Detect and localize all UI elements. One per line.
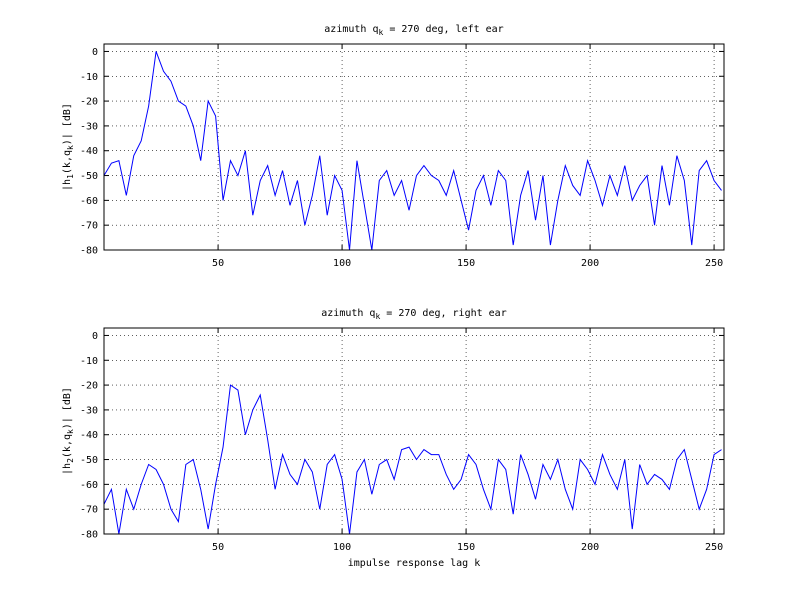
subscript: k xyxy=(66,429,75,434)
axes-box xyxy=(103,327,725,535)
y-tick-label: -30 xyxy=(80,405,98,416)
y-tick-label: 0 xyxy=(92,331,98,342)
x-tick-label: 200 xyxy=(581,542,599,553)
text-part: (k,q xyxy=(62,434,73,458)
x-tick-label: 50 xyxy=(212,258,224,269)
chart-title: azimuth qk = 270 deg, right ear xyxy=(321,308,506,321)
y-tick-label: -40 xyxy=(80,146,98,157)
subscript: 2 xyxy=(66,458,75,463)
text-part: |h xyxy=(62,463,73,475)
x-tick-label: 250 xyxy=(705,542,723,553)
chart-title: azimuth qk = 270 deg, left ear xyxy=(324,24,503,37)
y-tick-label: -40 xyxy=(80,430,98,441)
y-axis-label: |h2(k,qk)| [dB] xyxy=(62,387,75,475)
subscript: 1 xyxy=(66,174,75,179)
text-part: azimuth q xyxy=(324,24,378,35)
x-tick-label: 50 xyxy=(212,542,224,553)
data-line xyxy=(104,51,722,250)
y-tick-label: -80 xyxy=(80,246,98,257)
y-axis-label: |h1(k,qk)| [dB] xyxy=(62,103,75,191)
text-part: = 270 deg, right ear xyxy=(380,308,506,319)
text-part: = 270 deg, left ear xyxy=(383,24,503,35)
y-tick-label: -60 xyxy=(80,480,98,491)
y-tick-label: -60 xyxy=(80,196,98,207)
y-tick-label: -50 xyxy=(80,171,98,182)
text-part: (k,q xyxy=(62,150,73,174)
data-line xyxy=(104,384,722,534)
subscript: k xyxy=(378,28,383,37)
axes xyxy=(104,328,724,534)
y-tick-label: -70 xyxy=(80,221,98,232)
x-tick-label: 150 xyxy=(457,258,475,269)
text-part: )| [dB] xyxy=(62,103,73,145)
y-tick-label: -10 xyxy=(80,356,98,367)
x-tick-label: 200 xyxy=(581,258,599,269)
y-tick-label: -20 xyxy=(80,97,98,108)
y-tick-label: -30 xyxy=(80,121,98,132)
text-part: azimuth q xyxy=(321,308,375,319)
subscript: k xyxy=(66,145,75,150)
y-tick-label: -80 xyxy=(80,530,98,541)
subscript: k xyxy=(375,312,380,321)
axes xyxy=(104,44,724,250)
y-tick-label: 0 xyxy=(92,47,98,58)
axes-box xyxy=(103,43,725,251)
x-axis-label: impulse response lag k xyxy=(348,558,480,569)
y-tick-label: -20 xyxy=(80,381,98,392)
x-tick-label: 100 xyxy=(333,258,351,269)
y-tick-label: -50 xyxy=(80,455,98,466)
text-part: )| [dB] xyxy=(62,387,73,429)
y-tick-label: -70 xyxy=(80,505,98,516)
text-part: |h xyxy=(62,179,73,191)
x-tick-label: 250 xyxy=(705,258,723,269)
y-tick-label: -10 xyxy=(80,72,98,83)
x-tick-label: 100 xyxy=(333,542,351,553)
x-tick-label: 150 xyxy=(457,542,475,553)
